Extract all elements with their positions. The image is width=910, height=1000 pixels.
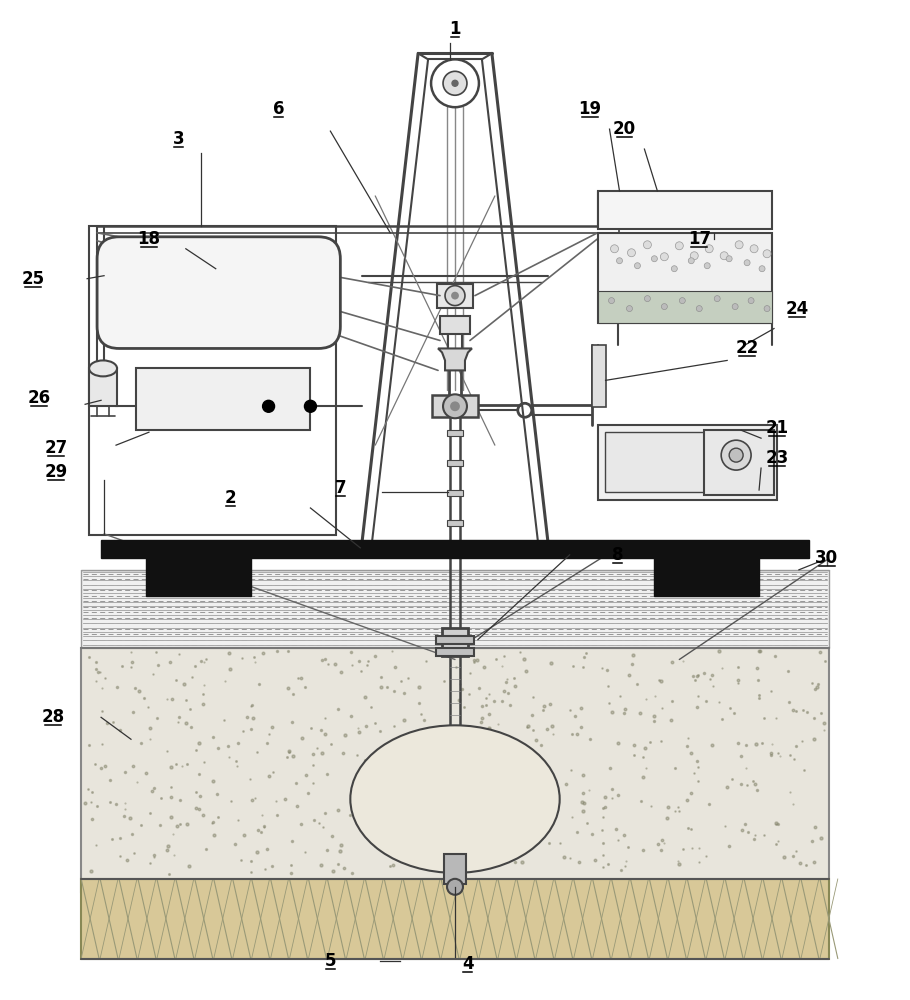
Bar <box>592 345 605 407</box>
Text: 3: 3 <box>173 130 185 148</box>
Circle shape <box>759 266 765 272</box>
Bar <box>704 430 774 495</box>
Circle shape <box>443 394 467 418</box>
Text: 24: 24 <box>785 300 809 318</box>
Bar <box>89 226 337 535</box>
Circle shape <box>643 241 652 249</box>
Circle shape <box>626 306 632 312</box>
Circle shape <box>750 245 758 253</box>
Bar <box>598 191 772 229</box>
Text: 28: 28 <box>42 708 65 726</box>
Circle shape <box>611 245 619 253</box>
Ellipse shape <box>722 440 751 470</box>
Bar <box>598 425 777 500</box>
Circle shape <box>744 260 750 266</box>
Bar <box>81 570 829 648</box>
Circle shape <box>691 252 698 260</box>
Text: 25: 25 <box>22 270 45 288</box>
Bar <box>447 490 463 496</box>
Text: 17: 17 <box>688 230 711 248</box>
Circle shape <box>726 256 733 262</box>
Text: 20: 20 <box>613 120 636 138</box>
Ellipse shape <box>350 725 560 873</box>
Text: 23: 23 <box>765 449 789 467</box>
Circle shape <box>305 400 317 412</box>
Circle shape <box>451 402 459 410</box>
Circle shape <box>662 304 667 310</box>
Bar <box>447 460 463 466</box>
Circle shape <box>445 286 465 306</box>
Polygon shape <box>438 348 472 370</box>
Text: 1: 1 <box>450 20 460 38</box>
Circle shape <box>679 298 685 304</box>
Circle shape <box>714 296 720 302</box>
Circle shape <box>763 250 771 258</box>
Text: 27: 27 <box>45 439 68 457</box>
Text: 26: 26 <box>27 389 51 407</box>
Bar <box>447 520 463 526</box>
Text: 6: 6 <box>273 100 284 118</box>
Bar <box>89 368 117 406</box>
Circle shape <box>733 304 738 310</box>
Circle shape <box>688 258 694 264</box>
Circle shape <box>443 71 467 95</box>
Text: 21: 21 <box>765 419 789 437</box>
Circle shape <box>764 306 770 312</box>
Circle shape <box>720 252 728 260</box>
Circle shape <box>447 352 463 368</box>
Ellipse shape <box>729 448 743 462</box>
Bar <box>447 430 463 436</box>
Circle shape <box>616 258 622 264</box>
Bar <box>81 879 829 959</box>
Bar <box>437 284 473 308</box>
Circle shape <box>696 306 703 312</box>
Text: 22: 22 <box>735 339 759 357</box>
Text: 4: 4 <box>462 955 474 973</box>
Circle shape <box>748 298 754 304</box>
Circle shape <box>263 400 275 412</box>
Text: 29: 29 <box>45 463 68 481</box>
Text: 18: 18 <box>137 230 160 248</box>
Text: 19: 19 <box>578 100 602 118</box>
Bar <box>436 636 474 644</box>
Text: 8: 8 <box>612 546 623 564</box>
Circle shape <box>705 245 713 253</box>
Bar <box>442 628 468 656</box>
Text: 30: 30 <box>815 549 838 567</box>
Bar <box>136 368 310 430</box>
Bar <box>444 854 466 884</box>
Text: 5: 5 <box>325 952 336 970</box>
Circle shape <box>431 59 479 107</box>
Text: 2: 2 <box>225 489 237 507</box>
Bar <box>440 316 470 334</box>
Circle shape <box>672 266 677 272</box>
Circle shape <box>735 241 743 249</box>
Circle shape <box>452 293 458 299</box>
Circle shape <box>675 242 683 250</box>
Circle shape <box>652 256 657 262</box>
Bar <box>654 558 759 596</box>
Bar <box>432 395 478 417</box>
Circle shape <box>644 296 651 302</box>
Text: 7: 7 <box>335 479 346 497</box>
Circle shape <box>628 249 635 257</box>
Circle shape <box>704 263 710 269</box>
Bar <box>436 648 474 656</box>
Circle shape <box>661 253 668 261</box>
Bar <box>598 291 772 323</box>
Bar <box>81 648 829 892</box>
Circle shape <box>452 80 458 86</box>
Circle shape <box>447 879 463 895</box>
Ellipse shape <box>89 360 117 376</box>
Bar <box>604 432 704 492</box>
Bar <box>2 2 908 570</box>
Bar <box>598 233 772 323</box>
FancyBboxPatch shape <box>97 237 340 348</box>
Bar <box>146 558 250 596</box>
Bar <box>101 540 809 558</box>
Circle shape <box>609 298 614 304</box>
Circle shape <box>634 263 641 269</box>
